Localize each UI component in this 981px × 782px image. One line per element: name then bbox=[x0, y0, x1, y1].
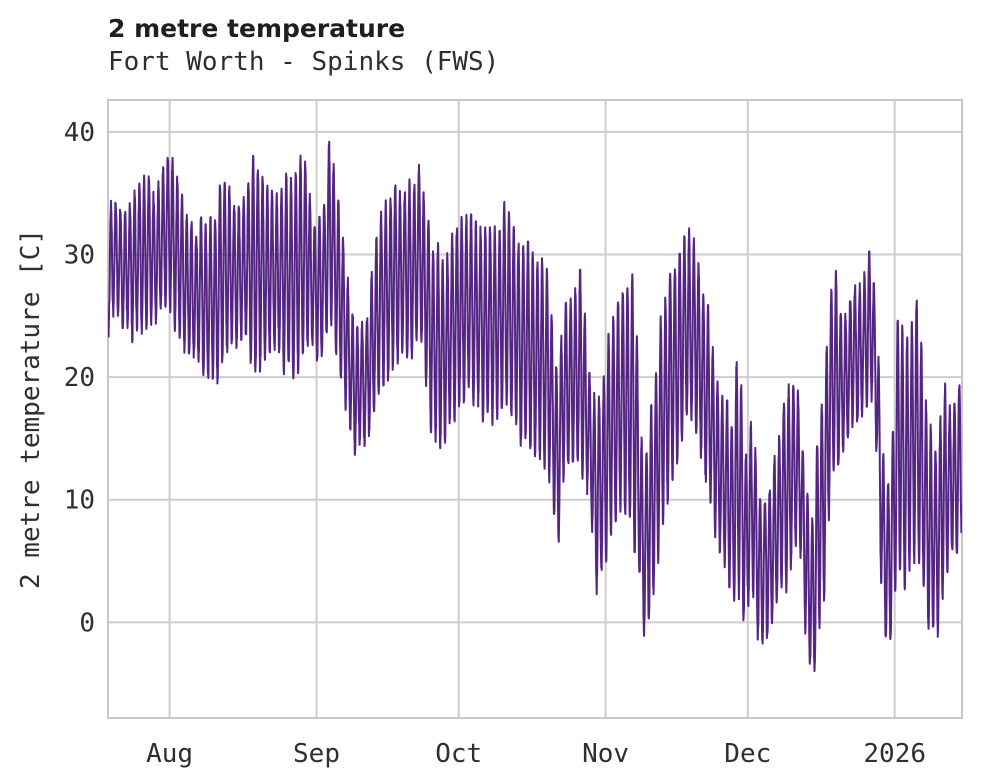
x-tick-label: Oct bbox=[435, 739, 482, 769]
y-tick-label: 0 bbox=[79, 608, 95, 638]
x-tick-label: 2026 bbox=[863, 739, 926, 769]
x-tick-label: Dec bbox=[724, 739, 771, 769]
y-tick-label: 40 bbox=[64, 118, 95, 148]
plot-border bbox=[107, 99, 963, 719]
y-tick-label: 10 bbox=[64, 486, 95, 516]
x-tick-label: Nov bbox=[582, 739, 629, 769]
temperature-series-line bbox=[108, 140, 962, 673]
x-tick-label: Sep bbox=[293, 739, 340, 769]
y-tick-label: 20 bbox=[64, 363, 95, 393]
x-tick-label: Aug bbox=[146, 739, 193, 769]
chart-title: 2 metre temperature bbox=[108, 14, 406, 43]
y-tick-label: 30 bbox=[64, 241, 95, 271]
chart-subtitle: Fort Worth - Spinks (FWS) bbox=[108, 47, 500, 77]
y-axis-label: 2 metre temperature [C] bbox=[16, 228, 46, 590]
